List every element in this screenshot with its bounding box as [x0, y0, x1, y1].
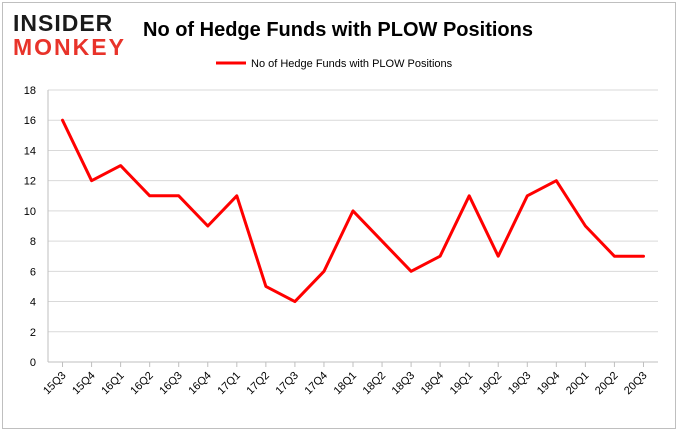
x-tick-label: 17Q1 [215, 370, 243, 398]
legend-label: No of Hedge Funds with PLOW Positions [251, 58, 453, 70]
x-tick-label: 16Q4 [186, 370, 214, 398]
x-tick-label: 19Q2 [477, 370, 505, 398]
x-tick-label: 15Q4 [70, 370, 98, 398]
x-tick-label: 15Q3 [41, 370, 69, 398]
x-tick-label: 20Q2 [593, 370, 621, 398]
x-tick-label: 16Q2 [128, 370, 156, 398]
x-tick-label: 18Q3 [390, 370, 418, 398]
x-tick-label: 18Q2 [361, 370, 389, 398]
y-tick-label: 8 [30, 236, 36, 248]
x-tick-label: 19Q3 [506, 370, 534, 398]
x-tick-label: 17Q4 [303, 370, 331, 398]
y-tick-label: 16 [24, 115, 36, 127]
y-tick-label: 14 [24, 145, 36, 157]
x-tick-label: 18Q1 [332, 370, 360, 398]
insider-monkey-logo: INSIDER MONKEY [13, 10, 133, 60]
x-tick-label: 17Q3 [274, 370, 302, 398]
y-tick-label: 12 [24, 176, 36, 188]
x-tick-label: 20Q3 [622, 370, 650, 398]
chart-title: No of Hedge Funds with PLOW Positions [143, 19, 533, 41]
logo-line-2: MONKEY [13, 34, 126, 60]
x-tick-label: 16Q1 [99, 370, 127, 398]
y-tick-label: 2 [30, 327, 36, 339]
y-tick-label: 10 [24, 206, 36, 218]
x-tick-label: 20Q1 [564, 370, 592, 398]
logo-line-1: INSIDER [13, 10, 114, 36]
x-tick-label: 17Q2 [244, 370, 272, 398]
series-line [61, 118, 645, 304]
y-tick-label: 0 [30, 357, 36, 369]
y-tick-label: 6 [30, 266, 36, 278]
y-tick-label: 18 [24, 85, 36, 97]
chart-frame: INSIDER MONKEY No of Hedge Funds with PL… [2, 2, 676, 429]
x-tick-label: 16Q3 [157, 370, 185, 398]
x-tick-label: 18Q4 [419, 370, 447, 398]
y-tick-label: 4 [30, 297, 36, 309]
x-tick-label: 19Q4 [535, 370, 563, 398]
x-tick-label: 19Q1 [448, 370, 476, 398]
